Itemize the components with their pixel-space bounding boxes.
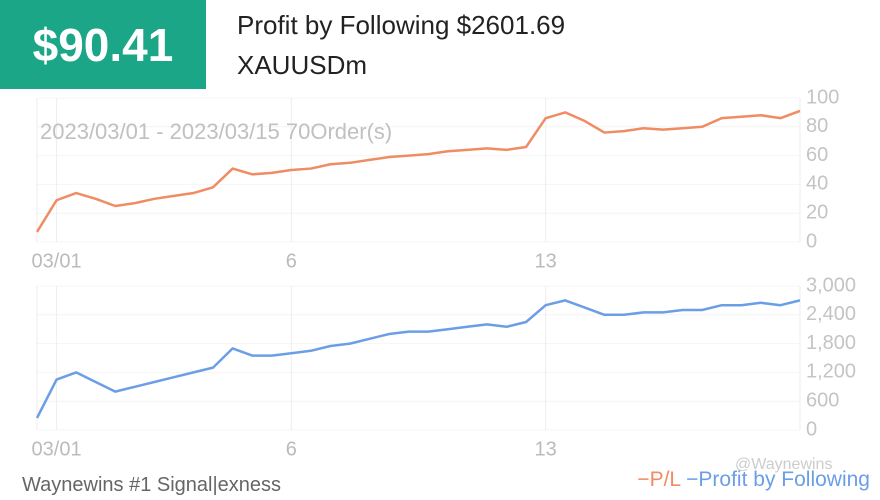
y-tick-label: 1,800: [806, 332, 856, 354]
legend: −P/L −Profit by Following: [637, 468, 870, 492]
y-tick-label: 0: [806, 230, 817, 252]
legend-dash: −: [637, 468, 650, 491]
y-tick-label: 600: [806, 389, 839, 411]
title: Profit by Following $2601.69: [237, 10, 566, 40]
x-tick-label: 13: [535, 438, 557, 460]
watermark: @Waynewins: [735, 456, 833, 473]
legend-dash: −: [686, 468, 699, 491]
y-tick-label: 40: [806, 173, 828, 195]
x-tick-label: 03/01: [32, 250, 82, 272]
annotation: 2023/03/01 - 2023/03/15 70Order(s): [40, 119, 392, 144]
y-tick-label: 3,000: [806, 274, 856, 296]
y-tick-label: 1,200: [806, 361, 856, 383]
footer-signal: Waynewins #1 Signal|exness: [22, 474, 282, 496]
symbol: XAUUSDm: [237, 50, 368, 80]
x-tick-label: 13: [535, 250, 557, 272]
line: [35, 109, 801, 233]
profit-badge: $90.41: [0, 0, 206, 89]
y-tick-label: 2,400: [806, 303, 856, 325]
legend-entry: P/L: [649, 468, 681, 491]
y-tick-label: 20: [806, 201, 828, 223]
x-tick-label: 6: [286, 438, 297, 460]
y-tick-label: 60: [806, 144, 828, 166]
y-tick-label: 0: [806, 418, 817, 440]
x-tick-label: 6: [286, 250, 297, 272]
line: [35, 299, 801, 419]
legend-entry: Profit by Following: [698, 468, 870, 491]
y-tick-label: 80: [806, 115, 828, 137]
y-tick-label: 100: [806, 86, 839, 108]
x-tick-label: 03/01: [32, 438, 82, 460]
